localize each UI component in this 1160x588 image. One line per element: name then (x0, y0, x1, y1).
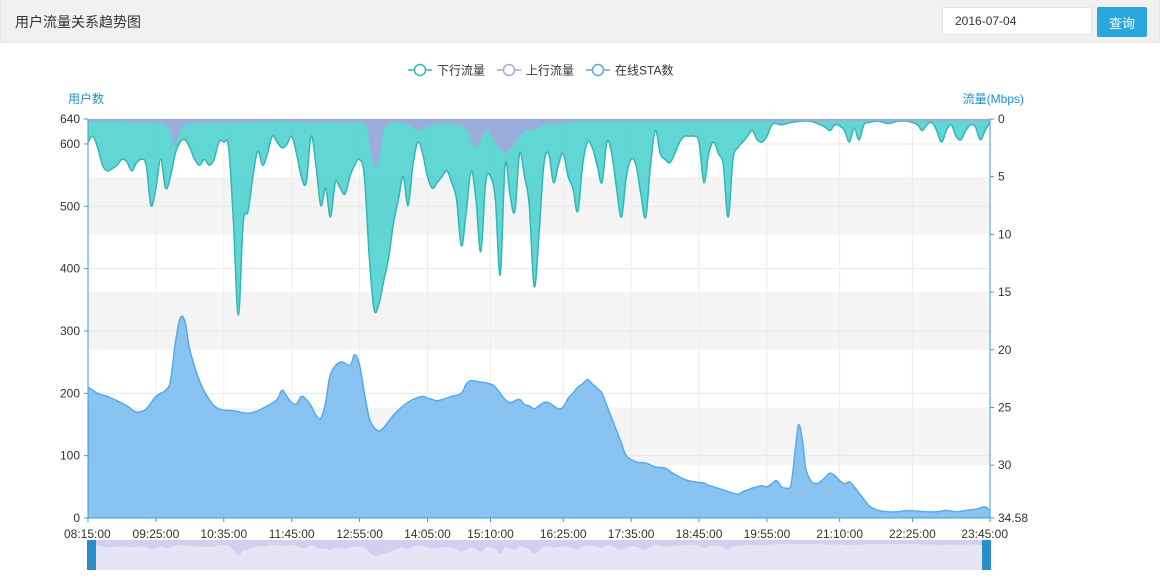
y-right-tick-label: 5 (998, 170, 1005, 184)
y-left-tick-label: 500 (60, 199, 80, 213)
y-right-axis-label: 流量(Mbps) (963, 92, 1024, 106)
legend-circle-icon (502, 63, 516, 77)
date-input[interactable] (942, 7, 1092, 35)
page-title: 用户流量关系趋势图 (15, 14, 141, 30)
y-left-tick-label: 100 (60, 449, 80, 463)
x-tick-label: 16:25:00 (540, 527, 587, 541)
legend-label: 下行流量 (437, 64, 485, 78)
series-area-sta (88, 316, 990, 518)
legend-item[interactable]: 在线STA数 (586, 63, 673, 78)
legend-circle-icon (413, 63, 427, 77)
series-area-downlink (88, 119, 990, 316)
zoom-preview-area (88, 540, 990, 556)
y-left-tick-label: 200 (60, 386, 80, 400)
y-right-tick-label: 15 (998, 285, 1012, 299)
y-left-tick-label: 600 (60, 137, 80, 151)
y-right-tick-label: 0 (998, 112, 1005, 126)
chart-axes: 0 100 200 300 400 500 600 640 0 5 10 15 20 25 30 34.58 0… (60, 91, 1028, 541)
y-left-tick-label: 400 (60, 262, 80, 276)
series-line-downlink (87, 120, 991, 316)
x-tick-label: 09:25:00 (133, 527, 180, 541)
traffic-chart: 0 100 200 300 400 500 600 640 0 5 10 15 20 25 30 34.58 0… (60, 63, 1028, 570)
y-right-tick-label: 30 (998, 458, 1012, 472)
series-area-uplink (88, 119, 990, 167)
x-tick-label: 08:15:00 (64, 527, 111, 541)
x-tick-label: 14:05:00 (404, 527, 451, 541)
y-left-tick-label: 300 (60, 324, 80, 338)
zoom-selection[interactable] (88, 540, 990, 570)
legend-item[interactable]: 下行流量 (408, 64, 485, 78)
y-right-tick-label: 10 (998, 227, 1012, 241)
x-tick-label: 18:45:00 (676, 527, 723, 541)
data-zoom[interactable] (87, 540, 991, 570)
legend-circle-icon (591, 63, 605, 77)
y-left-tick-label: 640 (60, 112, 80, 126)
series-line-sta (87, 315, 991, 513)
y-right-tick-label: 34.58 (998, 511, 1028, 525)
chart-legend[interactable]: 下行流量 上行流量 在线STA数 (408, 63, 673, 78)
x-tick-label: 10:35:00 (200, 527, 247, 541)
y-right-tick-label: 25 (998, 400, 1012, 414)
x-tick-label: 23:45:00 (961, 527, 1008, 541)
page-header: 用户流量关系趋势图 查询 (0, 0, 1160, 43)
x-tick-label: 11:45:00 (269, 527, 315, 541)
zoom-handle-right[interactable] (982, 540, 991, 570)
legend-label: 上行流量 (526, 64, 574, 78)
y-left-tick-label: 0 (73, 511, 80, 525)
zoom-handle-left[interactable] (87, 540, 96, 570)
x-tick-label: 21:10:00 (816, 527, 863, 541)
chart-areas (87, 119, 991, 518)
x-tick-label: 17:35:00 (608, 527, 655, 541)
y-right-tick-label: 20 (998, 343, 1012, 357)
x-tick-label: 12:55:00 (336, 527, 383, 541)
legend-label: 在线STA数 (615, 63, 673, 78)
x-tick-label: 19:55:00 (744, 527, 791, 541)
query-button[interactable]: 查询 (1097, 7, 1147, 37)
legend-item[interactable]: 上行流量 (497, 64, 574, 78)
y-left-axis-label: 用户数 (68, 91, 104, 106)
x-tick-label: 22:25:00 (889, 527, 936, 541)
x-tick-label: 15:10:00 (467, 527, 514, 541)
